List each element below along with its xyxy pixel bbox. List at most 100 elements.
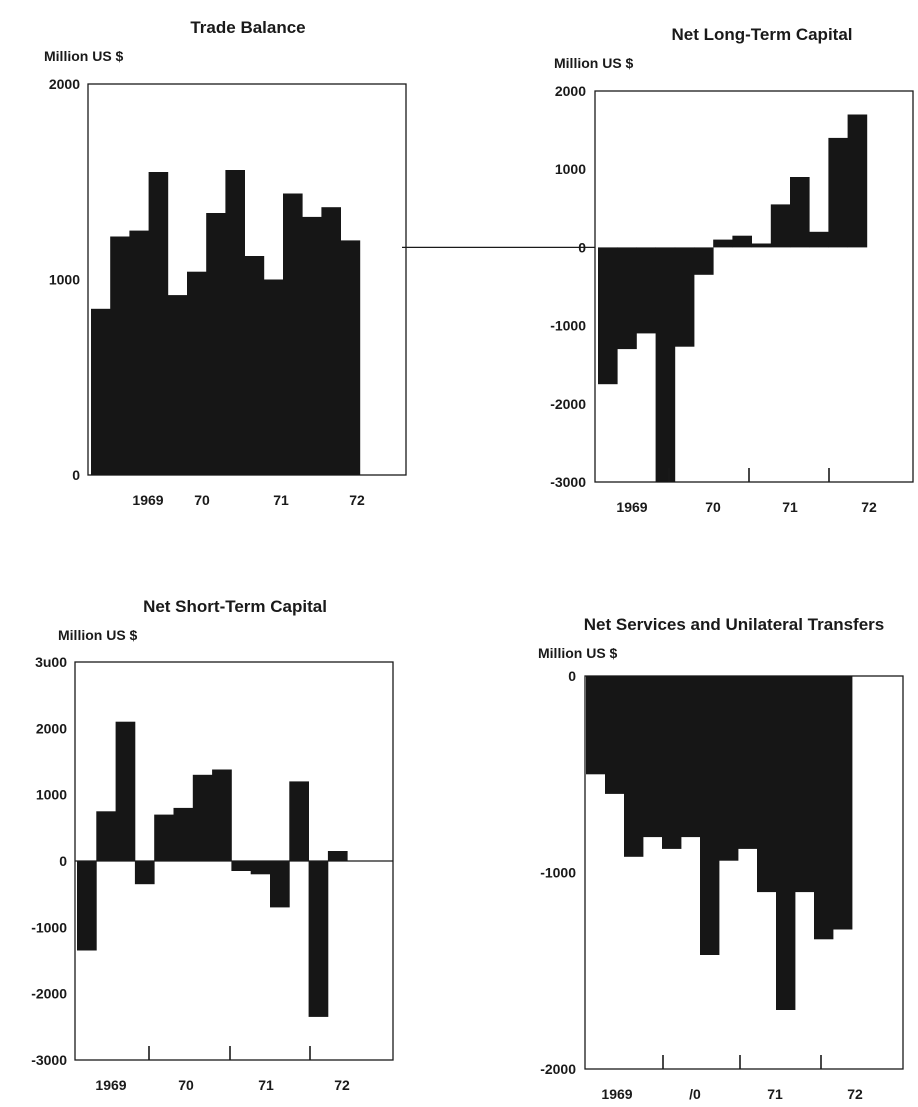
bar-1971-q2 bbox=[757, 676, 777, 893]
y-tick-label: 0 bbox=[72, 467, 80, 483]
y-tick-label: 3u00 bbox=[35, 654, 67, 670]
bar-1969-q4 bbox=[134, 861, 155, 885]
bar-1969-q3 bbox=[624, 676, 644, 857]
x-tick-label: 71 bbox=[258, 1077, 274, 1093]
x-tick-label: 71 bbox=[273, 492, 289, 508]
bar-1969-q3 bbox=[115, 721, 136, 861]
x-tick-label: 70 bbox=[178, 1077, 194, 1093]
x-tick-label: 72 bbox=[334, 1077, 350, 1093]
bar-1970-q4 bbox=[225, 170, 245, 475]
bar-1969-q2 bbox=[617, 247, 637, 350]
bar-1972-q2 bbox=[833, 676, 853, 930]
bar-1970-q4 bbox=[212, 769, 232, 861]
bar-1969-q3 bbox=[636, 247, 656, 334]
bar-1970-q4 bbox=[732, 235, 752, 248]
chart-panel-4: Net Services and Unilateral Transfers Mil… bbox=[538, 615, 904, 1102]
bar-1971-q3 bbox=[283, 193, 303, 475]
bar-1969-q4 bbox=[655, 247, 676, 482]
bar-1971-q2 bbox=[250, 861, 271, 875]
bar-1972-q1 bbox=[828, 137, 848, 248]
x-tick-label: 71 bbox=[767, 1086, 783, 1102]
x-tick-label: 1969 bbox=[95, 1077, 126, 1093]
y-tick-label: 2000 bbox=[36, 720, 67, 736]
bar-1970-q2 bbox=[173, 807, 194, 861]
bar-1970-q1 bbox=[674, 247, 695, 347]
y-tick-label: 0 bbox=[578, 239, 586, 255]
bar-1971-q4 bbox=[289, 781, 309, 861]
bar-1971-q3 bbox=[790, 177, 810, 248]
bar-1969-q1 bbox=[586, 676, 606, 775]
y-axis-label: Million US $ bbox=[44, 48, 124, 64]
y-tick-label: 2000 bbox=[555, 83, 586, 99]
bar-1972-q1 bbox=[308, 861, 329, 1017]
chart-title: Net Short-Term Capital bbox=[143, 597, 327, 616]
x-tick-label: 70 bbox=[705, 499, 721, 515]
bar-1970-q4 bbox=[719, 676, 739, 861]
y-axis-label: Million US $ bbox=[58, 627, 138, 643]
x-tick-label: 1969 bbox=[616, 499, 647, 515]
bar-1971-q1 bbox=[738, 676, 758, 849]
chart-panel-1: Trade Balance Million US $ 0 1000 2000 1969 70… bbox=[44, 18, 407, 508]
chart-title: Net Long-Term Capital bbox=[671, 25, 852, 44]
bar-1971-q4 bbox=[302, 216, 322, 475]
bar-1971-q1 bbox=[244, 256, 265, 475]
bar-1969-q1 bbox=[91, 308, 111, 475]
x-tick-label: /0 bbox=[689, 1086, 701, 1102]
bar-1970-q2 bbox=[187, 271, 207, 475]
bar-1971-q4 bbox=[795, 676, 815, 893]
bar-1969-q1 bbox=[77, 861, 97, 951]
chart-panel-3: Net Short-Term Capital Million US $ -3000 -… bbox=[31, 597, 394, 1093]
bar-1971-q1 bbox=[231, 861, 252, 871]
bar-1969-q2 bbox=[605, 676, 625, 794]
bar-1972-q2 bbox=[847, 114, 868, 248]
bar-1970-q1 bbox=[154, 814, 174, 861]
y-tick-label: 0 bbox=[59, 853, 67, 869]
y-tick-label: -1000 bbox=[550, 318, 586, 334]
chart-title: Trade Balance bbox=[190, 18, 305, 37]
y-axis-label: Million US $ bbox=[554, 55, 634, 71]
plot-frame bbox=[594, 90, 914, 483]
bar-1969-q2 bbox=[110, 236, 130, 475]
bar-1972-q1 bbox=[814, 676, 834, 940]
y-tick-label: -2000 bbox=[31, 986, 67, 1002]
y-tick-label: -2000 bbox=[550, 396, 586, 412]
bar-1970-q2 bbox=[681, 676, 701, 838]
y-tick-label: -1000 bbox=[540, 865, 576, 881]
bar-1970-q3 bbox=[192, 774, 213, 861]
y-tick-label: 1000 bbox=[36, 787, 67, 803]
bar-1971-q2 bbox=[770, 204, 791, 248]
x-tick-label: 72 bbox=[861, 499, 877, 515]
y-tick-label: 2000 bbox=[49, 76, 80, 92]
bar-1970-q3 bbox=[700, 676, 720, 955]
bar-1970-q1 bbox=[662, 676, 682, 849]
bar-1971-q2 bbox=[263, 279, 284, 475]
y-tick-label: -3000 bbox=[31, 1052, 67, 1068]
y-tick-label: -3000 bbox=[550, 474, 586, 490]
x-tick-label: 72 bbox=[847, 1086, 863, 1102]
bar-1969-q2 bbox=[96, 811, 116, 862]
bar-1971-q1 bbox=[751, 243, 772, 248]
bar-1971-q3 bbox=[270, 861, 290, 908]
x-tick-label: 70 bbox=[194, 492, 210, 508]
y-tick-label: -2000 bbox=[540, 1061, 576, 1077]
bar-1969-q4 bbox=[643, 676, 663, 838]
y-tick-label: 1000 bbox=[49, 272, 80, 288]
y-axis-label: Million US $ bbox=[538, 645, 618, 661]
y-tick-label: 0 bbox=[568, 668, 576, 684]
bar-1969-q1 bbox=[598, 247, 618, 385]
bar-1971-q4 bbox=[809, 231, 829, 248]
x-tick-label: 1969 bbox=[132, 492, 163, 508]
chart-panel-2: Net Long-Term Capital Million US $ -3000 -2… bbox=[402, 25, 914, 515]
x-tick-label: 71 bbox=[782, 499, 798, 515]
bar-1972-q2 bbox=[340, 240, 361, 475]
y-tick-label: -1000 bbox=[31, 919, 67, 935]
bar-1970-q3 bbox=[206, 213, 226, 475]
bar-1969-q3 bbox=[129, 230, 149, 475]
bar-1971-q3 bbox=[776, 676, 796, 1010]
bar-1969-q4 bbox=[148, 172, 169, 475]
bar-1970-q2 bbox=[694, 247, 714, 275]
bar-1970-q3 bbox=[713, 239, 733, 248]
bar-1972-q1 bbox=[321, 207, 341, 475]
y-tick-label: 1000 bbox=[555, 161, 586, 177]
